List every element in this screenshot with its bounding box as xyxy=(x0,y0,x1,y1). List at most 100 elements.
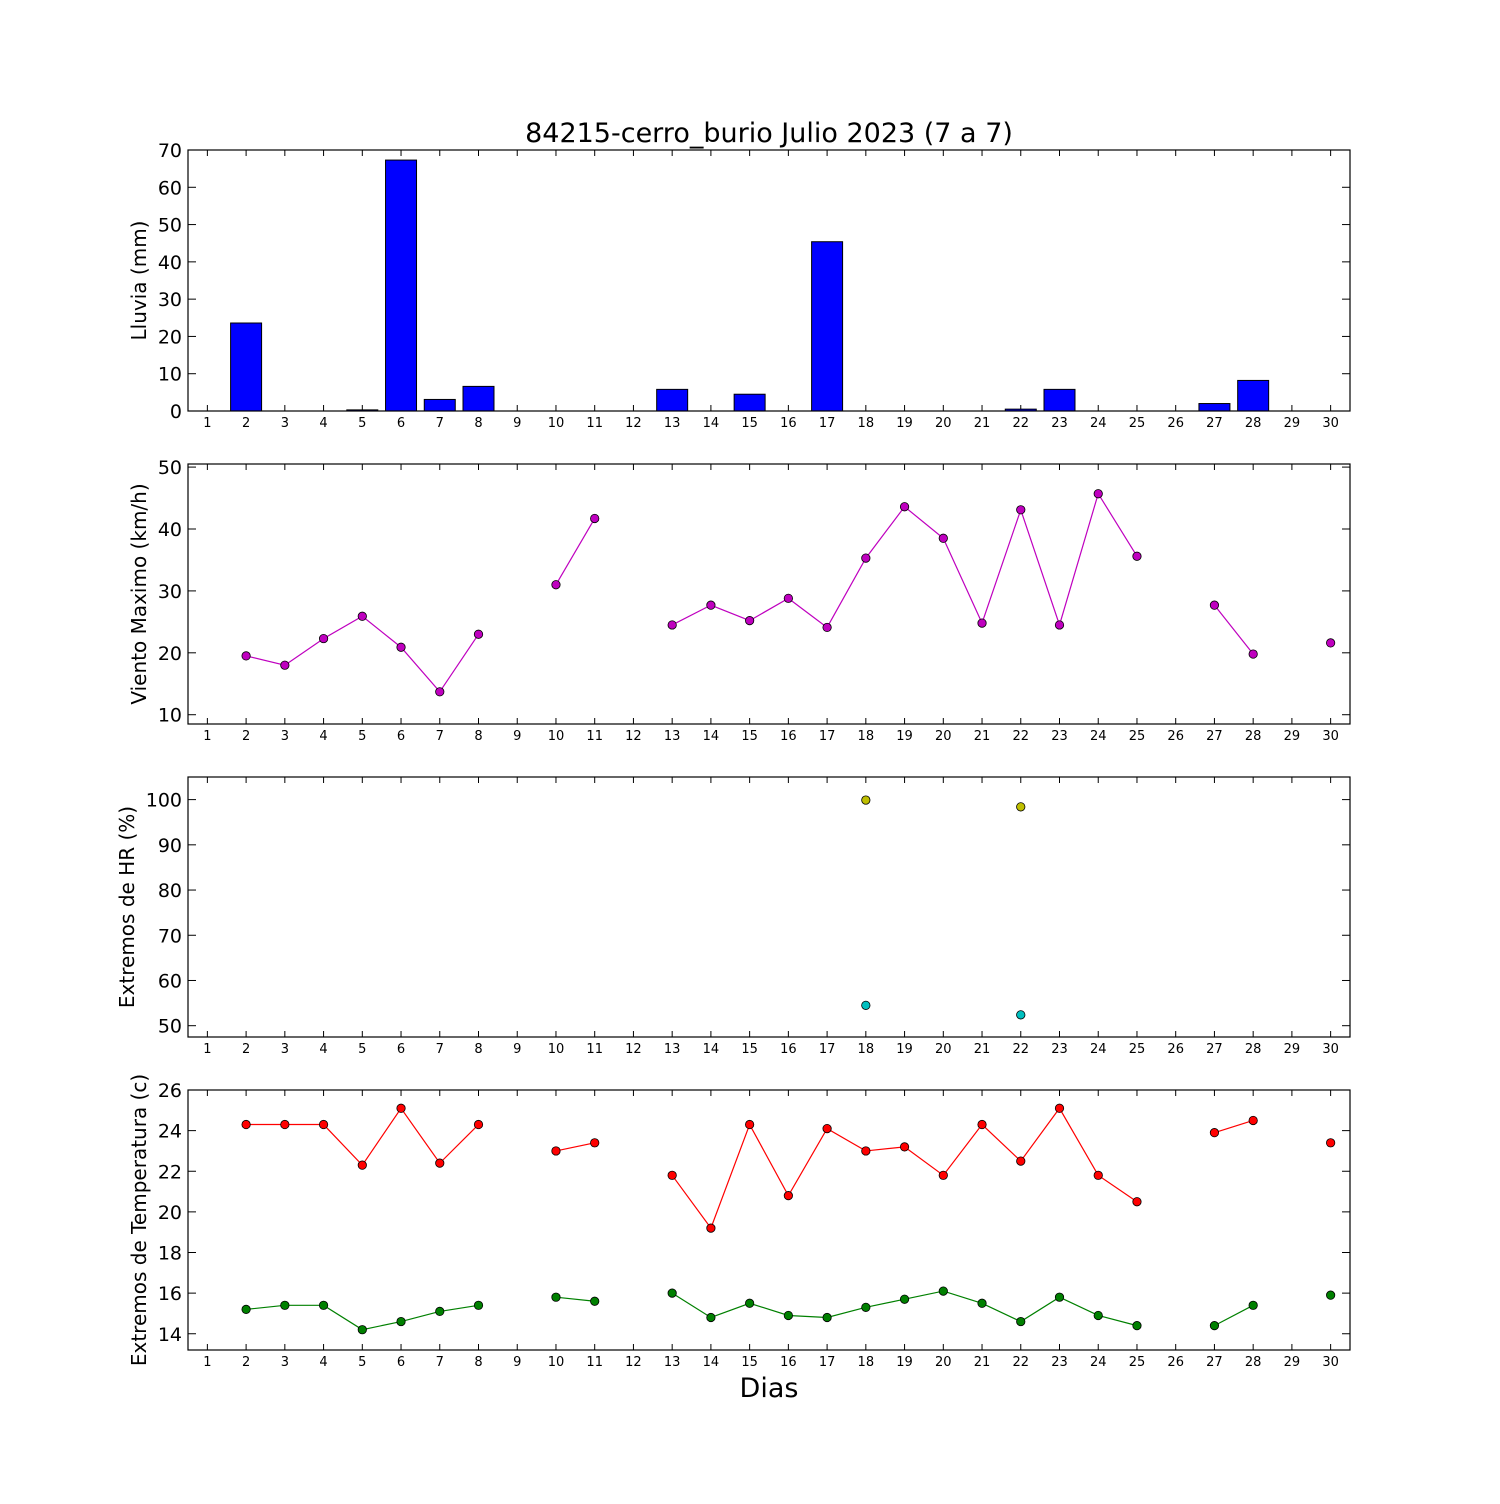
x-tick-label: 10 xyxy=(548,729,565,744)
data-point xyxy=(357,611,367,621)
x-tick-label: 5 xyxy=(358,729,366,744)
x-tick-label: 8 xyxy=(474,416,482,431)
data-point xyxy=(551,580,561,590)
x-tick-label: 11 xyxy=(586,1355,603,1370)
data-point xyxy=(435,1158,445,1168)
plot-frame xyxy=(187,149,1351,412)
x-tick-label: 2 xyxy=(242,416,250,431)
data-point xyxy=(473,629,484,639)
x-tick-label: 3 xyxy=(281,416,289,431)
y-tick-label: 30 xyxy=(158,581,182,603)
x-tick-label: 26 xyxy=(1167,729,1184,744)
y-tick-label: 70 xyxy=(158,925,182,947)
series-line xyxy=(1214,1304,1254,1327)
data-point xyxy=(1054,620,1065,630)
y-tick-label: 16 xyxy=(158,1283,182,1305)
data-point xyxy=(1054,1103,1065,1113)
y-tick-label: 30 xyxy=(158,289,182,311)
data-point xyxy=(1016,1156,1026,1166)
y-tick-label: 24 xyxy=(158,1121,182,1143)
series-line xyxy=(245,615,479,693)
x-tick-label: 6 xyxy=(397,416,405,431)
y-tick-label: 60 xyxy=(158,177,182,199)
x-tick-label: 14 xyxy=(703,1355,720,1370)
data-point xyxy=(1016,802,1026,812)
x-tick-label: 8 xyxy=(474,729,482,744)
x-tick-label: 22 xyxy=(1012,416,1029,431)
x-tick-label: 15 xyxy=(741,1355,758,1370)
y-tick-label: 60 xyxy=(158,970,182,992)
x-tick-label: 18 xyxy=(858,416,875,431)
x-tick-label: 12 xyxy=(625,416,642,431)
data-point xyxy=(938,533,948,543)
x-tick-label: 13 xyxy=(664,729,681,744)
data-point xyxy=(667,620,677,630)
x-tick-label: 11 xyxy=(586,729,603,744)
data-point xyxy=(1326,638,1336,648)
x-tick-label: 27 xyxy=(1206,1042,1223,1057)
data-point xyxy=(667,1170,677,1180)
data-point xyxy=(1016,505,1026,515)
y-tick-label: 20 xyxy=(158,326,182,348)
data-point xyxy=(241,1119,251,1130)
data-point xyxy=(280,660,290,670)
x-tick-label: 17 xyxy=(819,416,836,431)
x-tick-label: 7 xyxy=(436,1042,444,1057)
x-tick-label: 21 xyxy=(974,1355,991,1370)
data-point xyxy=(861,1302,871,1312)
data-point xyxy=(1093,1170,1103,1180)
x-tick-label: 24 xyxy=(1090,729,1107,744)
x-tick-label: 7 xyxy=(436,1355,444,1370)
x-tick-label: 25 xyxy=(1129,1042,1146,1057)
data-point xyxy=(706,1223,716,1233)
x-tick-label: 3 xyxy=(281,1042,289,1057)
y-tick-label: 50 xyxy=(158,457,182,479)
data-point xyxy=(551,1146,561,1156)
x-tick-label: 2 xyxy=(242,1042,250,1057)
bar xyxy=(1043,388,1076,412)
data-point xyxy=(861,795,871,805)
x-tick-label: 7 xyxy=(436,416,444,431)
x-tick-label: 11 xyxy=(586,416,603,431)
x-tick-label: 3 xyxy=(281,1355,289,1370)
data-point xyxy=(938,1286,948,1296)
x-tick-label: 4 xyxy=(319,1042,327,1057)
x-tick-label: 6 xyxy=(397,1042,405,1057)
series-line xyxy=(555,1296,595,1302)
data-point xyxy=(745,1298,755,1308)
x-tick-label: 15 xyxy=(741,729,758,744)
data-point xyxy=(706,1312,716,1323)
data-point xyxy=(590,513,600,524)
x-tick-label: 22 xyxy=(1012,1355,1029,1370)
x-tick-label: 1 xyxy=(203,416,211,431)
data-point xyxy=(899,502,910,512)
x-tick-label: 9 xyxy=(513,1355,521,1370)
bar xyxy=(811,241,844,412)
x-tick-label: 13 xyxy=(664,416,681,431)
data-point xyxy=(1016,1316,1026,1327)
x-tick-label: 3 xyxy=(281,729,289,744)
data-point xyxy=(1326,1290,1336,1300)
x-tick-label: 12 xyxy=(625,1355,642,1370)
x-tick-label: 16 xyxy=(780,416,797,431)
x-tick-label: 30 xyxy=(1322,1042,1339,1057)
y-tick-label: 10 xyxy=(158,705,182,727)
x-tick-label: 25 xyxy=(1129,1355,1146,1370)
x-tick-label: 6 xyxy=(397,1355,405,1370)
x-tick-label: 21 xyxy=(974,1042,991,1057)
data-point xyxy=(396,1103,406,1113)
series-line xyxy=(671,492,1138,629)
x-tick-label: 6 xyxy=(397,729,405,744)
x-tick-label: 29 xyxy=(1284,1042,1301,1057)
x-tick-label: 16 xyxy=(780,1355,797,1370)
x-tick-label: 17 xyxy=(819,1355,836,1370)
data-point xyxy=(318,1300,329,1310)
data-point xyxy=(783,1191,793,1201)
y-tick-label: 90 xyxy=(158,835,182,857)
x-tick-label: 8 xyxy=(474,1355,482,1370)
x-tick-label: 20 xyxy=(935,1355,952,1370)
